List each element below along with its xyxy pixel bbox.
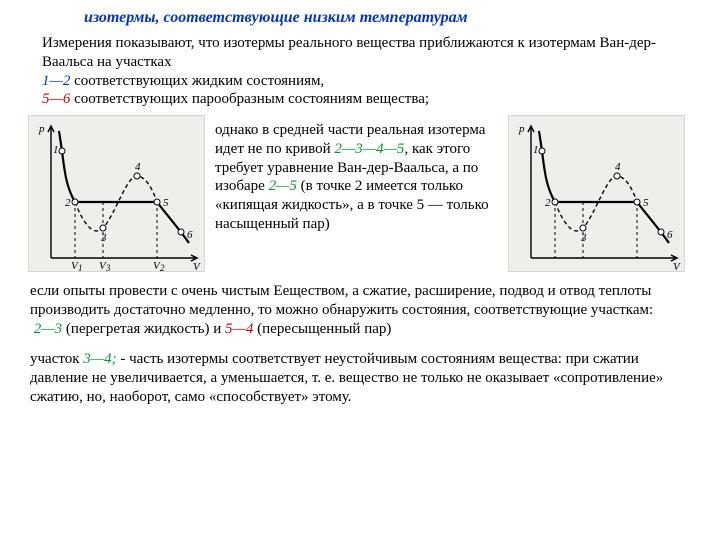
svg-text:p: p — [518, 123, 525, 135]
title: изотермы, соответствующие низким темпера… — [84, 8, 692, 28]
svg-text:1: 1 — [53, 144, 59, 156]
segment-2-3: 2—3 — [34, 321, 62, 337]
svg-text:2: 2 — [160, 263, 165, 272]
svg-text:6: 6 — [667, 229, 673, 241]
segment-1-2: 1—2 — [42, 73, 70, 89]
segment-5-4: 5—4 — [225, 321, 253, 337]
l1-a: если опыты провести с очень чистым Еещес… — [30, 283, 653, 318]
svg-text:4: 4 — [615, 161, 621, 173]
segment-2-3-4-5: 2—3—4—5 — [334, 141, 404, 157]
svg-text:V: V — [193, 261, 201, 272]
svg-text:1: 1 — [78, 263, 83, 272]
svg-text:3: 3 — [105, 263, 111, 272]
svg-text:3: 3 — [580, 232, 587, 244]
svg-text:p: p — [38, 123, 45, 135]
page: изотермы, соответствующие низким темпера… — [0, 0, 720, 540]
mid-paragraph: однако в средней части реальная изотерма… — [215, 121, 500, 234]
svg-text:2: 2 — [545, 197, 551, 209]
p1-a: Измерения показывают, что изотермы реаль… — [42, 35, 656, 70]
svg-text:3: 3 — [100, 232, 107, 244]
paragraph-2: если опыты провести с очень чистым Еещес… — [30, 282, 686, 338]
paragraph-1: Измерения показывают, что изотермы реаль… — [42, 34, 692, 109]
svg-text:1: 1 — [533, 144, 539, 156]
svg-text:5: 5 — [643, 197, 649, 209]
isotherm-chart-left: V1V3V2123456pV — [28, 115, 205, 272]
p1-c: соответствующих парообразным состояниям … — [70, 91, 429, 107]
l1-c: (пересыщенный пар) — [253, 321, 391, 337]
svg-text:4: 4 — [135, 161, 141, 173]
svg-text:V: V — [673, 261, 681, 272]
l1-b: (перегретая жидкость) и — [62, 321, 225, 337]
l2-a: участок — [30, 351, 83, 367]
svg-text:2: 2 — [65, 197, 71, 209]
isotherm-chart-right: 1 2 3 4 5 6 p V — [508, 115, 685, 272]
svg-text:5: 5 — [163, 197, 169, 209]
svg-text:6: 6 — [187, 229, 193, 241]
segment-3-4: 3—4; — [83, 351, 116, 367]
segment-5-6: 5—6 — [42, 91, 70, 107]
l2-b: - часть изотермы соответствует неустойчи… — [30, 351, 663, 405]
p1-b: соответствующих жидким состояниям, — [70, 73, 324, 89]
segment-2-5: 2—5 — [269, 178, 297, 194]
mid-row: V1V3V2123456pV однако в средней части ре… — [28, 115, 692, 272]
paragraph-3: участок 3—4; - часть изотермы соответств… — [30, 350, 676, 406]
